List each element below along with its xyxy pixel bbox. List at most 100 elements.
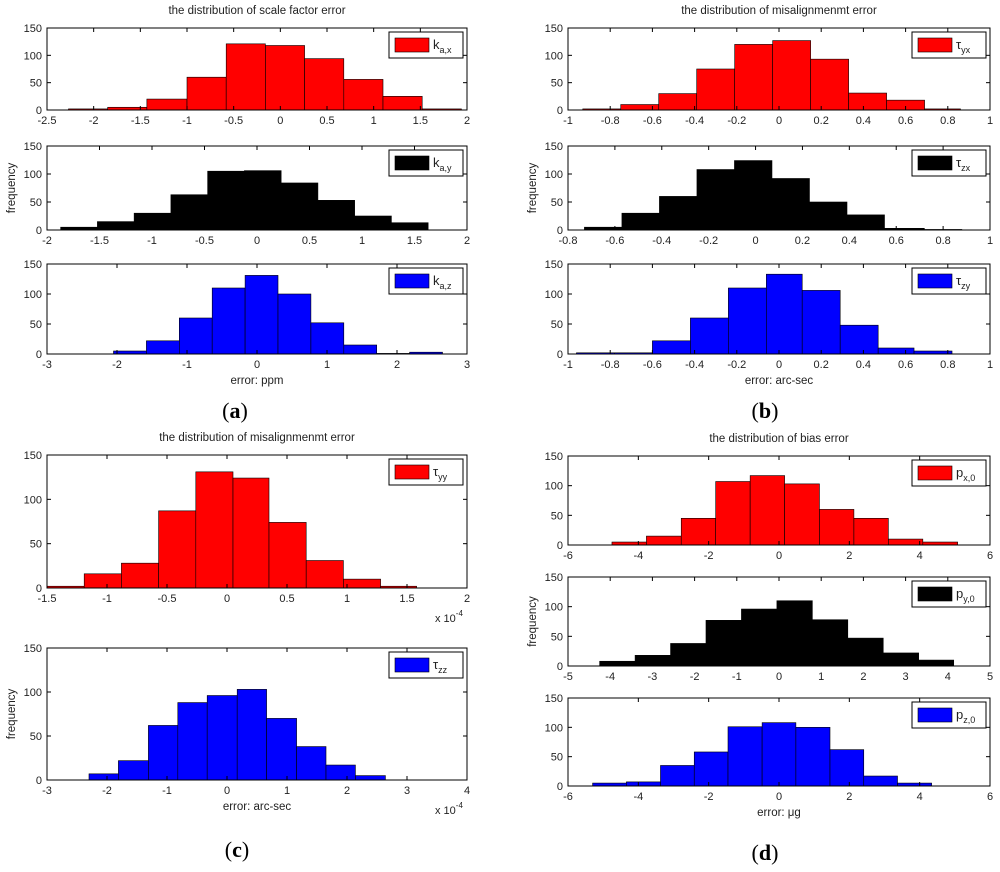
- panel-label-a: (a): [222, 398, 248, 423]
- histogram-bar: [626, 781, 661, 787]
- histogram-a-2: -3 -2 -1 0 1 2 3 0 50 100 150 error: ppm ka,z: [24, 259, 470, 387]
- x-tick-label: 0: [776, 671, 782, 683]
- histogram-bar: [670, 643, 707, 667]
- x-tick-label: -0.8: [601, 359, 620, 371]
- histogram-bar: [761, 722, 797, 787]
- x-tick-label: 0.8: [935, 235, 950, 247]
- y-axis-label: frequency: [6, 689, 18, 740]
- x-tick-label: 4: [917, 550, 923, 562]
- axes-frame: [46, 454, 468, 589]
- y-tick-label: 100: [545, 722, 563, 734]
- histogram-bar: [853, 517, 889, 546]
- x-axis-label: error: arc-sec: [223, 801, 292, 813]
- x-tick-label: 1: [284, 785, 290, 797]
- x-tick-label: 3: [464, 359, 470, 371]
- legend-symbol: p: [956, 465, 963, 480]
- x-tick-label: 0.4: [856, 115, 871, 127]
- histogram-bar: [225, 43, 266, 111]
- histogram-bar: [186, 76, 227, 111]
- legend-subscript: zy: [961, 281, 971, 291]
- y-tick-label: 50: [30, 78, 42, 90]
- y-tick-label: 50: [30, 319, 42, 331]
- x-tick-label: -2: [704, 550, 714, 562]
- x-tick-label: 0: [776, 791, 782, 803]
- histogram-bar: [310, 322, 345, 355]
- x-tick-label: 4: [917, 791, 923, 803]
- histogram-bar: [741, 608, 778, 667]
- x-tick-label: -4: [633, 791, 643, 803]
- y-tick-label: 0: [36, 775, 42, 787]
- histogram-bar: [382, 96, 423, 111]
- histogram-bar: [195, 471, 234, 589]
- x-tick-label: 0.8: [940, 115, 955, 127]
- y-tick-label: 50: [551, 78, 563, 90]
- legend-label: τzy: [956, 273, 971, 291]
- legend-symbol: τ: [956, 37, 962, 52]
- histogram-bar: [207, 170, 245, 231]
- histogram-bar: [304, 58, 345, 111]
- histogram-bar: [244, 170, 282, 231]
- legend-symbol: τ: [433, 464, 439, 479]
- x-tick-label: -0.5: [195, 235, 214, 247]
- histogram-d-10: -6 -4 -2 0 2 4 6 0 50 100 150 error: μg pz,0: [545, 693, 993, 819]
- legend-label: ka,x: [433, 37, 452, 55]
- x-tick-label: -2.5: [38, 115, 57, 127]
- histogram-bar: [772, 40, 811, 111]
- legend-swatch: [917, 586, 953, 602]
- x-tick-label: 0.6: [898, 115, 913, 127]
- legend-symbol: τ: [956, 155, 962, 170]
- histogram-bar: [268, 522, 307, 589]
- histogram-bar: [705, 620, 742, 667]
- legend-swatch: [917, 155, 953, 171]
- x-multiplier-exponent: -4: [456, 801, 464, 810]
- histogram-bar: [847, 637, 884, 667]
- legend: py,0: [911, 580, 987, 608]
- histogram-c-7: -3 -2 -1 0 1 2 3 4 0 50 100 150 error: arc-sec freque…: [6, 643, 470, 817]
- x-tick-label: -0.2: [727, 359, 746, 371]
- x-tick-label: -6: [563, 791, 573, 803]
- y-tick-label: 150: [545, 23, 563, 35]
- x-tick-label: -2: [89, 115, 99, 127]
- x-tick-label: -1: [182, 115, 192, 127]
- histogram-bar: [232, 477, 270, 589]
- legend-symbol: k: [433, 155, 440, 170]
- legend-label: ka,z: [433, 273, 452, 291]
- histogram-bar: [354, 215, 392, 231]
- histogram-bar: [863, 775, 898, 787]
- histogram-bar: [343, 79, 384, 111]
- x-tick-label: -0.4: [652, 235, 671, 247]
- legend: τyy: [388, 458, 464, 486]
- histogram-bar: [646, 535, 682, 546]
- x-tick-label: -2: [112, 359, 122, 371]
- legend-subscript: x,0: [963, 473, 975, 483]
- legend-symbol: τ: [956, 273, 962, 288]
- histogram-bar: [97, 221, 135, 231]
- x-tick-label: 1: [371, 115, 377, 127]
- x-tick-label: 0.6: [898, 359, 913, 371]
- legend: ka,y: [388, 149, 464, 177]
- x-tick-label: -0.2: [699, 235, 718, 247]
- legend: τyx: [911, 31, 987, 59]
- histogram-bar: [148, 725, 179, 781]
- histogram-bar: [265, 45, 305, 111]
- histogram-bar: [83, 573, 122, 589]
- legend-symbol: p: [956, 707, 963, 722]
- y-tick-label: 0: [36, 583, 42, 595]
- x-tick-label: 0.5: [302, 235, 317, 247]
- histogram-bar: [179, 317, 213, 355]
- histogram-bar: [795, 727, 831, 787]
- histogram-bar: [734, 160, 773, 231]
- histogram-bar: [680, 517, 716, 546]
- x-tick-label: -1.5: [38, 593, 57, 605]
- histogram-bar: [658, 93, 698, 111]
- x-tick-label: 1.5: [407, 235, 422, 247]
- panel-label-b: (b): [752, 398, 779, 423]
- y-tick-label: 0: [557, 225, 563, 237]
- x-tick-label: 6: [987, 550, 993, 562]
- x-tick-label: 0.6: [889, 235, 904, 247]
- x-axis-label: error: μg: [757, 807, 801, 819]
- x-tick-label: 0: [254, 235, 260, 247]
- legend-symbol: k: [433, 273, 440, 288]
- x-tick-label: 0.2: [814, 115, 829, 127]
